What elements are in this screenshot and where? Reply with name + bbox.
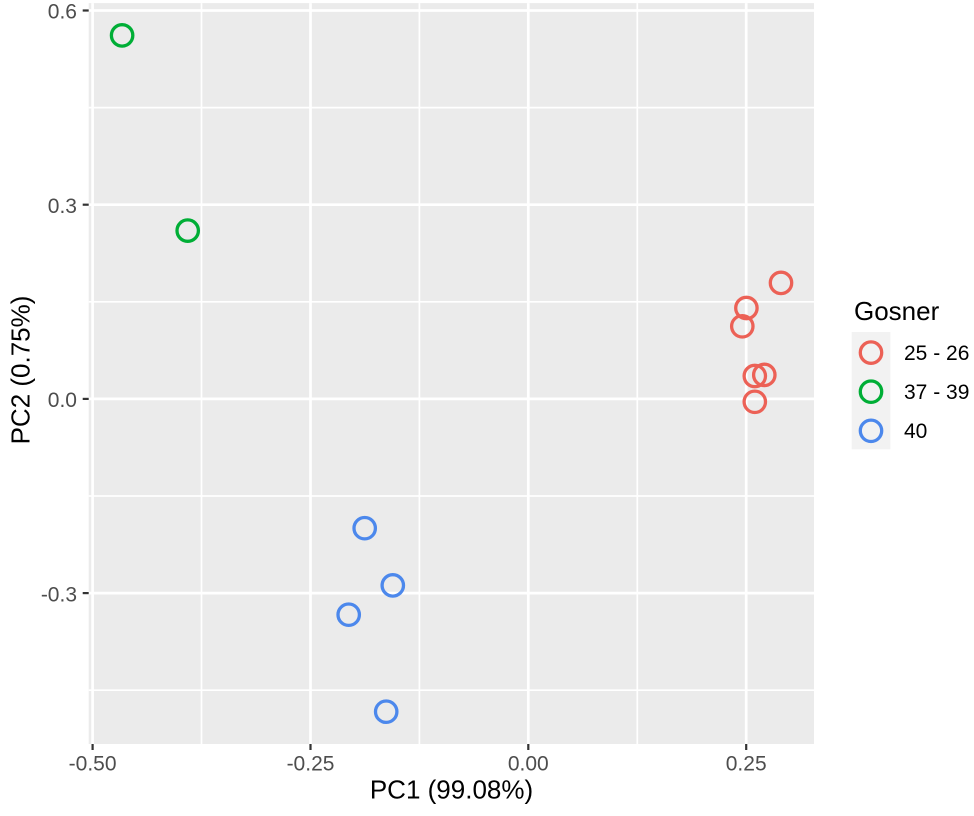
svg-text:-0.50: -0.50 xyxy=(69,752,117,775)
svg-text:37 - 39: 37 - 39 xyxy=(904,381,969,404)
svg-text:-0.3: -0.3 xyxy=(41,583,77,606)
svg-text:PC2 (0.75%): PC2 (0.75%) xyxy=(6,296,36,445)
svg-text:-0.25: -0.25 xyxy=(287,752,335,775)
svg-text:0.3: 0.3 xyxy=(48,195,77,218)
svg-text:25 - 26: 25 - 26 xyxy=(904,342,969,365)
svg-text:0.6: 0.6 xyxy=(48,1,77,24)
svg-text:40: 40 xyxy=(904,420,927,443)
svg-text:0.25: 0.25 xyxy=(726,752,767,775)
svg-text:PC1 (99.08%): PC1 (99.08%) xyxy=(370,775,533,805)
svg-text:0.00: 0.00 xyxy=(508,752,549,775)
svg-text:0.0: 0.0 xyxy=(48,389,77,412)
svg-text:Gosner: Gosner xyxy=(854,296,940,326)
